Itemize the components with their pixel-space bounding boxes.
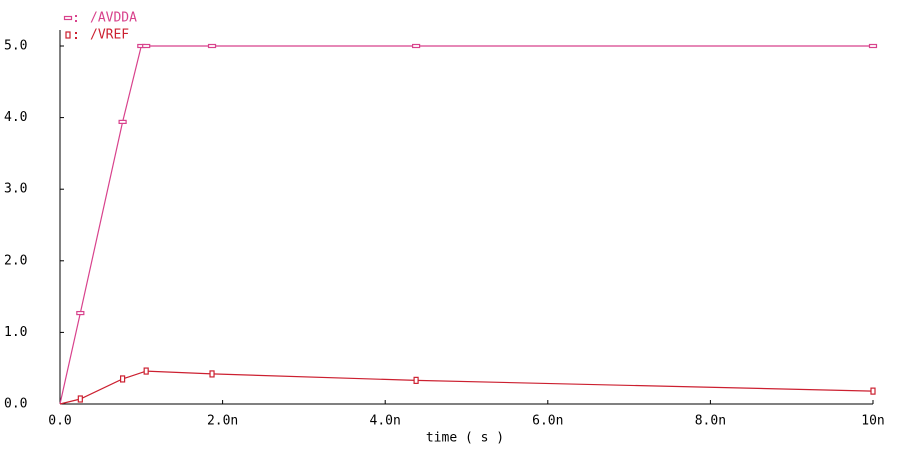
x-tick-label: 6.0n [532,414,563,429]
point-marker [143,367,149,375]
legend-colon [75,20,77,22]
y-tick-label: 1.0 [4,325,27,340]
y-tick-label: 3.0 [4,182,27,197]
x-tick-label: 2.0n [207,414,238,429]
y-tick-label: 5.0 [4,39,27,54]
point-marker [77,395,83,403]
y-tick-label: 0.0 [4,397,27,412]
point-marker [207,43,217,49]
y-tick-label: 2.0 [4,253,27,268]
point-marker [209,370,215,378]
legend-colon [75,15,77,17]
point-marker [413,376,419,384]
point-marker [411,43,421,49]
point-marker [142,43,151,49]
x-tick-label: 8.0n [695,414,726,429]
point-marker [120,375,126,383]
x-tick-label: 10n [861,414,884,429]
legend-marker [63,15,73,21]
point-marker [868,43,878,49]
legend-colon [75,32,77,34]
x-axis-label: time ( s ) [426,431,504,446]
point-marker [76,310,85,316]
y-tick-label: 4.0 [4,110,27,125]
x-tick-label: 0.0 [48,414,71,429]
point-marker [870,387,876,395]
legend-label: /AVDDA [90,11,137,26]
x-tick-label: 4.0n [370,414,401,429]
legend-label: /VREF [90,28,129,43]
point-marker [118,119,127,124]
legend-colon [75,37,77,39]
legend-marker [65,31,71,39]
